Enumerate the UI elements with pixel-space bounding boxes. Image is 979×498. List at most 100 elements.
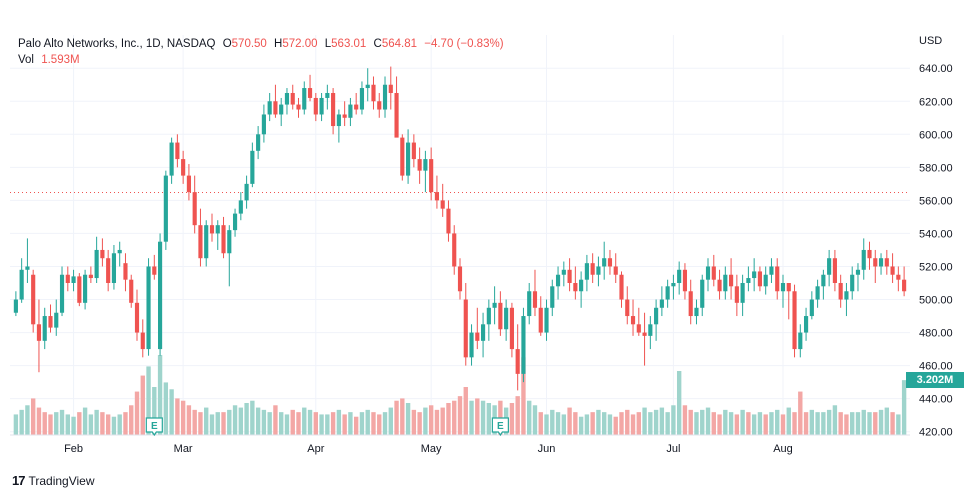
candle bbox=[457, 258, 463, 300]
candle bbox=[844, 283, 849, 317]
candle-body bbox=[855, 269, 861, 275]
candle-body bbox=[94, 249, 99, 279]
candle bbox=[452, 225, 457, 275]
candle-body bbox=[181, 159, 186, 176]
symbol-title: Palo Alto Networks, Inc., 1D, NASDAQ bbox=[18, 38, 216, 50]
candle bbox=[855, 263, 861, 292]
candle bbox=[192, 175, 197, 234]
candle-body bbox=[815, 286, 820, 300]
last-volume-badge: 3.202M bbox=[906, 372, 964, 388]
candle-body bbox=[780, 283, 786, 292]
candle-body bbox=[688, 291, 693, 317]
candle bbox=[555, 266, 561, 300]
candle-body bbox=[584, 263, 589, 280]
candle-body bbox=[42, 316, 47, 341]
price-tick-label: 440.00 bbox=[919, 394, 953, 406]
candle-body bbox=[117, 249, 122, 254]
volume-bar bbox=[163, 382, 169, 435]
candle-body bbox=[861, 249, 866, 270]
volume-bar bbox=[832, 405, 838, 435]
candle bbox=[619, 271, 624, 308]
price-tick-label: 600.00 bbox=[919, 129, 953, 141]
candle-body bbox=[786, 283, 791, 292]
candle bbox=[630, 299, 636, 336]
volume-bar bbox=[855, 412, 861, 435]
candle-body bbox=[521, 316, 526, 374]
candle-body bbox=[359, 88, 365, 110]
candle-body bbox=[734, 286, 739, 303]
candle bbox=[775, 258, 780, 300]
volume-bar bbox=[88, 414, 94, 435]
volume-bar bbox=[452, 400, 457, 435]
volume-bar bbox=[671, 405, 676, 435]
candle-body bbox=[186, 175, 191, 193]
candle bbox=[527, 283, 532, 325]
candle-body bbox=[169, 142, 174, 176]
volume-bar bbox=[227, 409, 232, 435]
volume-bar bbox=[36, 407, 42, 435]
candle-body bbox=[729, 274, 734, 287]
candle-body bbox=[740, 283, 745, 303]
candle-body bbox=[896, 274, 901, 280]
candle-body bbox=[331, 93, 336, 127]
volume-bar bbox=[209, 414, 215, 435]
candle bbox=[25, 238, 30, 283]
volume-bar bbox=[544, 414, 549, 435]
month-label: Mar bbox=[174, 443, 193, 455]
candle bbox=[106, 249, 111, 292]
candle bbox=[65, 266, 70, 292]
volume-bar bbox=[42, 412, 47, 435]
candle bbox=[515, 324, 520, 391]
volume-bar bbox=[873, 412, 878, 435]
volume-bar bbox=[596, 409, 601, 435]
candle-body bbox=[71, 276, 76, 283]
candle-body bbox=[411, 142, 416, 160]
candle bbox=[313, 93, 318, 122]
candle bbox=[815, 279, 820, 308]
candle bbox=[221, 216, 226, 259]
candle-body bbox=[648, 324, 653, 336]
volume-bar bbox=[342, 414, 347, 435]
candle bbox=[654, 299, 659, 341]
candle bbox=[746, 266, 751, 292]
candle bbox=[636, 307, 641, 336]
candle bbox=[123, 253, 128, 292]
candle-body bbox=[884, 258, 889, 267]
candle-body bbox=[446, 208, 451, 234]
candle-body bbox=[77, 276, 82, 303]
candle bbox=[88, 266, 93, 283]
candle bbox=[19, 258, 24, 303]
candle bbox=[140, 319, 145, 358]
volume-bar bbox=[630, 414, 636, 435]
candle-body bbox=[694, 307, 699, 317]
tradingview-logo[interactable]: 17 TradingView bbox=[12, 473, 95, 488]
candle-body bbox=[763, 274, 768, 287]
candle-body bbox=[844, 291, 849, 300]
candles bbox=[13, 66, 907, 391]
candle bbox=[186, 164, 191, 201]
candle bbox=[163, 170, 168, 250]
candle-body bbox=[129, 279, 134, 303]
candle-body bbox=[406, 142, 411, 176]
candle bbox=[688, 279, 693, 325]
volume-bar bbox=[261, 409, 267, 435]
candle-body bbox=[850, 274, 855, 292]
candle-body bbox=[215, 225, 220, 234]
price-tick-label: 460.00 bbox=[919, 361, 953, 373]
candle-body bbox=[480, 324, 486, 341]
candle bbox=[59, 266, 65, 317]
candle-body bbox=[158, 241, 163, 350]
candle-body bbox=[279, 104, 284, 115]
open-label: O bbox=[222, 38, 232, 50]
volume-bar bbox=[180, 400, 186, 435]
candle bbox=[134, 289, 140, 341]
low-value: 563.01 bbox=[331, 38, 367, 50]
candle bbox=[227, 225, 232, 287]
candle-body bbox=[515, 349, 520, 374]
volume-bar bbox=[105, 414, 111, 435]
candle-body bbox=[630, 316, 636, 325]
candle bbox=[417, 147, 422, 184]
volume-bar bbox=[302, 407, 307, 435]
candle-body bbox=[342, 114, 347, 118]
